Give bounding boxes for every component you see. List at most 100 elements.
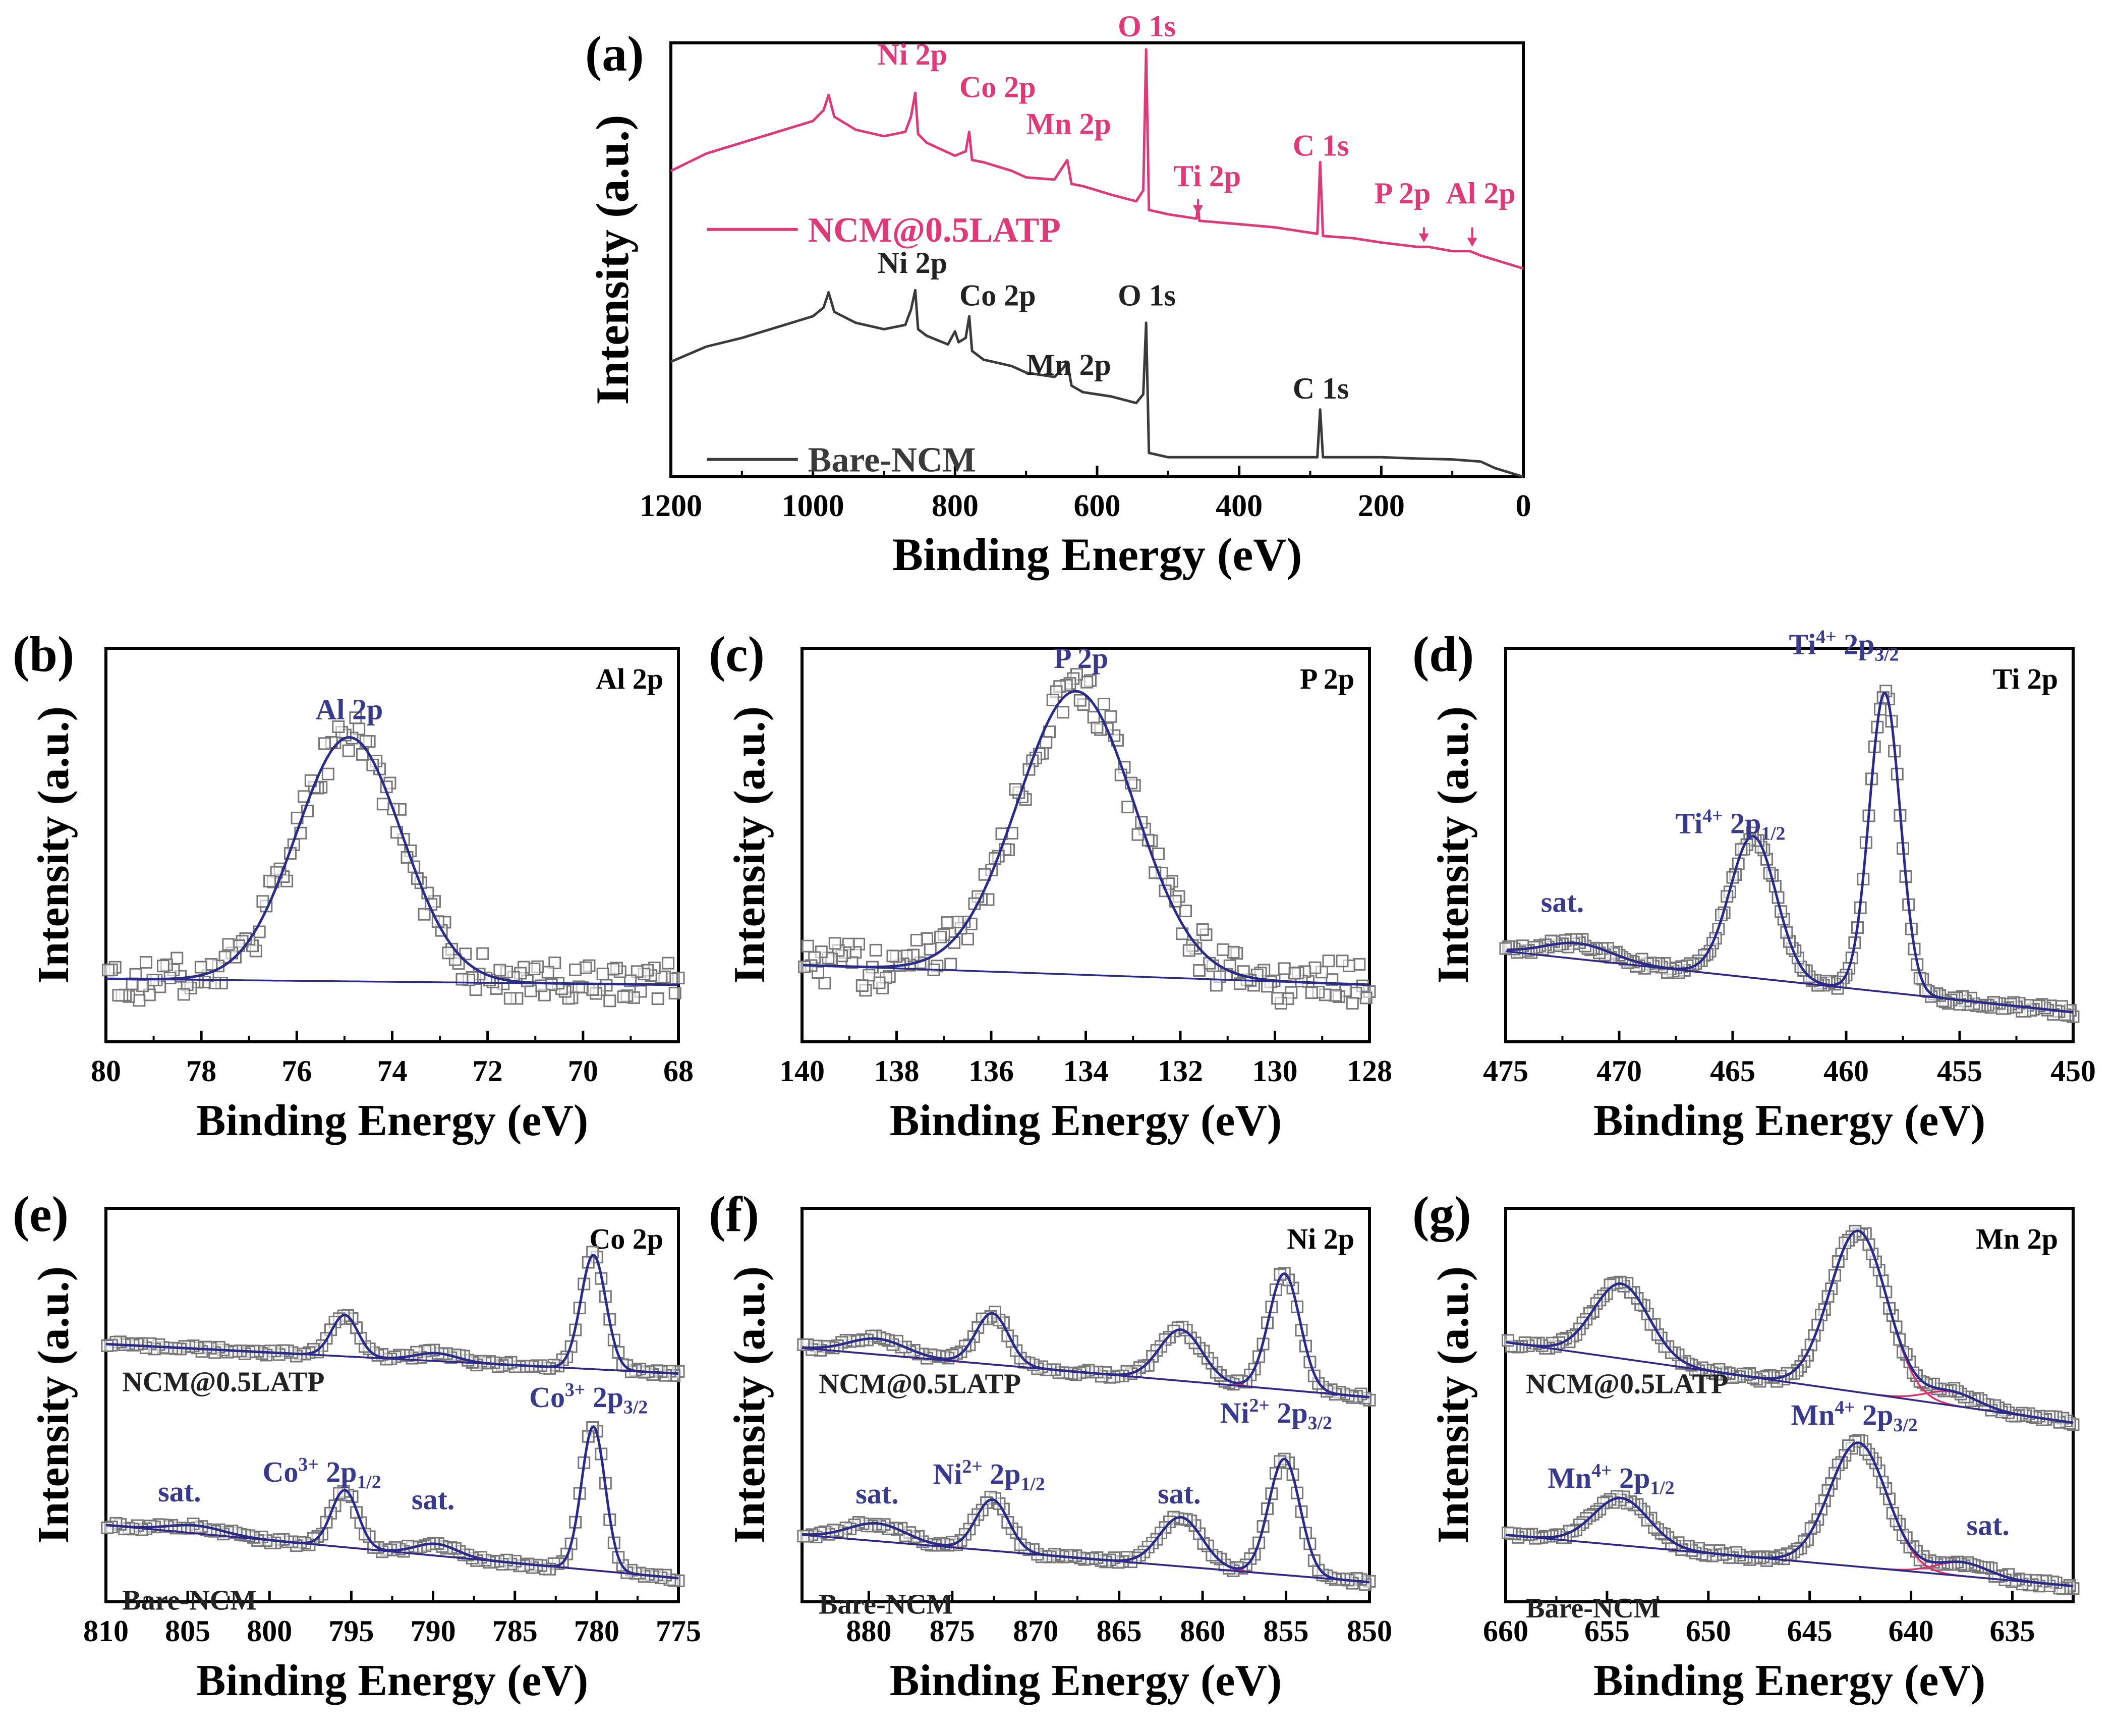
peak-label: Ni2+ 2p1/2 bbox=[933, 1456, 1045, 1495]
background-line bbox=[1505, 1341, 2074, 1424]
y-axis-title: Intensity (a.u.) bbox=[725, 706, 774, 984]
y-axis-title: Intensity (a.u.) bbox=[29, 706, 78, 984]
fit-envelope bbox=[802, 1458, 1370, 1584]
data-point bbox=[139, 956, 152, 969]
data-point bbox=[934, 930, 947, 943]
peak-label: sat. bbox=[855, 1477, 898, 1510]
peak-label: Mn4+ 2p3/2 bbox=[1791, 1397, 1917, 1436]
data-point bbox=[1131, 828, 1145, 841]
survey-line-ncm-latp bbox=[670, 48, 1524, 270]
data-point bbox=[102, 964, 115, 977]
data-point bbox=[318, 737, 331, 750]
peak-annotation: C 1s bbox=[1293, 372, 1349, 405]
x-tick-label: 1200 bbox=[640, 489, 702, 523]
data-point bbox=[951, 916, 964, 929]
data-point bbox=[469, 983, 482, 996]
panel-label: (b) bbox=[13, 626, 74, 682]
x-tick-label: 785 bbox=[492, 1614, 538, 1648]
data-point bbox=[545, 978, 558, 991]
x-tick-label: 875 bbox=[930, 1614, 975, 1648]
data-point bbox=[205, 958, 218, 971]
x-axis-title: Binding Energy (eV) bbox=[1593, 1096, 1985, 1145]
fit-envelope bbox=[105, 1425, 679, 1580]
data-point bbox=[332, 720, 345, 733]
x-axis-title: Binding Energy (eV) bbox=[196, 1096, 588, 1145]
x-tick-label: 134 bbox=[1063, 1054, 1109, 1088]
x-tick-label: 475 bbox=[1483, 1054, 1528, 1088]
peak-annotation: C 1s bbox=[1293, 129, 1349, 162]
data-point bbox=[651, 992, 664, 1005]
fit-envelope bbox=[105, 1254, 679, 1375]
x-tick-label: 650 bbox=[1686, 1614, 1731, 1648]
x-tick-label: 76 bbox=[281, 1054, 312, 1088]
data-point bbox=[1288, 967, 1301, 980]
data-points bbox=[798, 668, 1376, 1010]
fit-envelope bbox=[1506, 691, 2074, 1014]
x-tick-label: 470 bbox=[1596, 1054, 1642, 1088]
x-tick-label: 72 bbox=[473, 1054, 503, 1088]
peak-label: Ti4+ 2p3/2 bbox=[1789, 627, 1899, 665]
data-point bbox=[157, 960, 169, 973]
data-point bbox=[1329, 989, 1342, 1002]
x-tick-label: 130 bbox=[1252, 1054, 1298, 1088]
peak-label: Co3+ 2p1/2 bbox=[262, 1454, 381, 1493]
data-point bbox=[910, 934, 923, 947]
x-tick-label: 400 bbox=[1216, 489, 1263, 523]
data-point bbox=[662, 957, 675, 970]
data-point bbox=[112, 989, 125, 1002]
x-tick-label: 132 bbox=[1158, 1054, 1203, 1088]
corner-label: P 2p bbox=[1300, 662, 1354, 695]
peak-annotation: Co 2p bbox=[959, 71, 1036, 104]
x-tick-label: 655 bbox=[1584, 1614, 1630, 1648]
x-tick-label: 800 bbox=[932, 489, 979, 523]
data-point bbox=[1087, 711, 1100, 724]
data-point bbox=[1227, 945, 1240, 959]
data-point bbox=[442, 946, 455, 960]
panel-e: 810 805 800 795 790 785 780 775 Binding Energy (… bbox=[13, 1186, 701, 1705]
data-point bbox=[222, 938, 235, 951]
panel-c: 140 138 136 134 132 130 128 Binding Energy (eV)… bbox=[709, 626, 1392, 1145]
plot-frame bbox=[1504, 1207, 2075, 1603]
x-tick-label: 78 bbox=[186, 1054, 216, 1088]
peak-label: P 2p bbox=[1054, 642, 1108, 675]
x-tick-label: 640 bbox=[1889, 1614, 1934, 1648]
data-point bbox=[321, 767, 334, 780]
peak-label: sat. bbox=[1967, 1508, 2010, 1541]
corner-label: Ti 2p bbox=[1992, 662, 2058, 695]
data-point bbox=[1210, 979, 1223, 992]
panel-label: (g) bbox=[1412, 1186, 1471, 1242]
data-point bbox=[1182, 944, 1195, 957]
x-tick-label: 0 bbox=[1516, 489, 1531, 523]
peak-label: sat. bbox=[1158, 1477, 1201, 1510]
panel-d: 475 470 465 460 455 450 Binding Energy (eV) Int… bbox=[1412, 626, 2096, 1145]
series-label: Bare-NCM bbox=[122, 1585, 256, 1616]
peak-label: Ti4+ 2p1/2 bbox=[1675, 806, 1785, 845]
data-point bbox=[924, 943, 937, 956]
data-point bbox=[603, 994, 616, 1007]
data-point bbox=[631, 965, 644, 978]
data-point bbox=[873, 976, 886, 989]
x-tick-label: 450 bbox=[2050, 1054, 2096, 1088]
data-point bbox=[1073, 694, 1087, 707]
peak-label: sat. bbox=[1541, 886, 1584, 919]
data-point bbox=[1080, 676, 1094, 689]
x-tick-label: 865 bbox=[1097, 1614, 1142, 1648]
data-point bbox=[863, 969, 876, 982]
background-line bbox=[1505, 1534, 2074, 1587]
data-point bbox=[170, 951, 184, 965]
x-tick-label: 128 bbox=[1347, 1054, 1392, 1088]
arrow-head bbox=[1467, 238, 1477, 247]
data-points bbox=[1499, 685, 2080, 1023]
x-tick-label: 635 bbox=[1989, 1614, 2035, 1648]
data-point bbox=[1098, 698, 1110, 711]
peak-annotation: O 1s bbox=[1118, 10, 1176, 43]
x-tick-label: 455 bbox=[1937, 1054, 1982, 1088]
data-point bbox=[886, 949, 899, 963]
corner-label: Mn 2p bbox=[1976, 1222, 2058, 1255]
panel-label: (d) bbox=[1412, 626, 1474, 682]
data-point bbox=[1305, 986, 1318, 999]
data-point bbox=[569, 963, 582, 976]
x-tick-label: 74 bbox=[377, 1054, 408, 1088]
